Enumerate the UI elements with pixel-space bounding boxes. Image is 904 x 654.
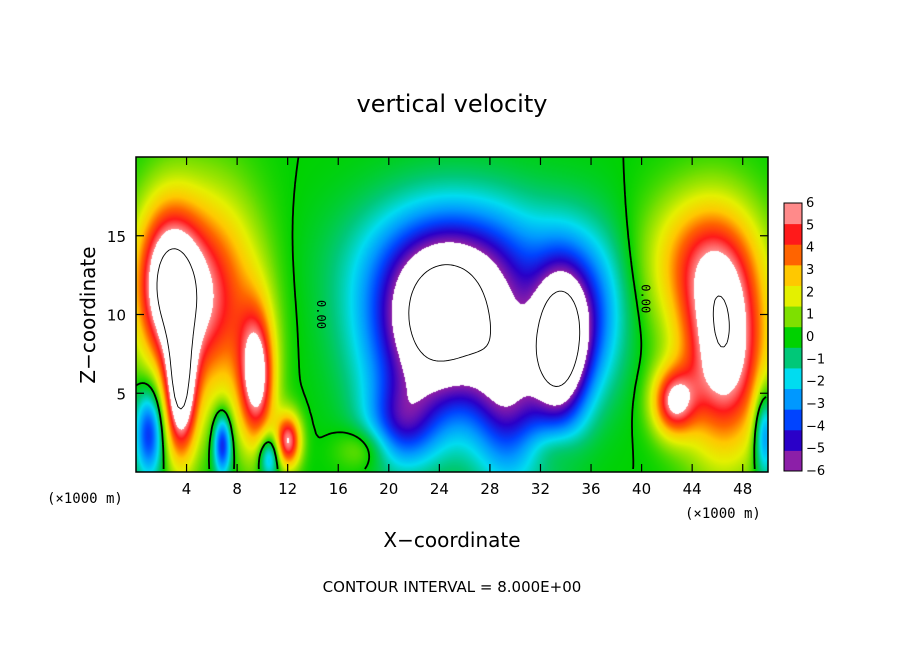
colorbar-tick-label: −6 (806, 464, 825, 479)
velocity-field (136, 157, 768, 472)
colorbar-swatch (784, 326, 802, 348)
colorbar-swatch (784, 409, 802, 431)
x-tick-label: 40 (632, 480, 651, 498)
colorbar-tick-label: 3 (806, 263, 814, 278)
colorbar-tick-label: −3 (806, 397, 825, 412)
colorbar-frame (783, 202, 803, 472)
x-axis-label: X−coordinate (383, 528, 520, 552)
positive-contour-line (156, 248, 730, 410)
x-tick-label: 36 (581, 480, 600, 498)
colorbar-swatch (784, 223, 802, 245)
x-tick-label: 8 (232, 480, 242, 498)
x-tick-label: 32 (531, 480, 550, 498)
colorbar-tick-label: 6 (806, 196, 814, 211)
colorbar-tick-label: 2 (806, 285, 814, 300)
x-tick-label: 12 (278, 480, 297, 498)
x-tick-label: 20 (379, 480, 398, 498)
x-tick-label: 44 (683, 480, 702, 498)
negative-contour-line (408, 264, 581, 387)
contour-label: 0.00 (314, 300, 328, 329)
colorbar-swatch (784, 429, 802, 451)
x-tick-label: 48 (733, 480, 752, 498)
colorbar-swatch (784, 306, 802, 328)
colorbar-swatch (784, 285, 802, 307)
zero-contour-line (135, 156, 767, 470)
colorbar-tick-label: 1 (806, 308, 814, 323)
y-tick-label: 5 (116, 385, 126, 403)
colorbar-swatch (784, 264, 802, 286)
x-tick-label: 4 (182, 480, 192, 498)
colorbar-swatch (784, 203, 802, 225)
colorbar-tick-label: 4 (806, 241, 814, 256)
plot-area: 0.00 0.00 (135, 156, 769, 473)
y-tick-label: 10 (107, 307, 126, 325)
y-tick-label: 15 (107, 228, 126, 246)
colorbar-swatch (784, 388, 802, 410)
chart-title: vertical velocity (357, 90, 548, 118)
x-tick-label: 28 (480, 480, 499, 498)
x-axis-ticks: 4 8 12 16 20 24 28 32 36 40 44 48 (182, 157, 752, 498)
colorbar-tick-label: −1 (806, 352, 825, 367)
colorbar-tick-label: −2 (806, 375, 825, 390)
x-axis-unit: (×1000 m) (685, 506, 761, 522)
colorbar-tick-label: 5 (806, 218, 814, 233)
y-axis-unit: (×1000 m) (47, 491, 123, 507)
contour-interval-note: CONTOUR INTERVAL = 8.000E+00 (323, 578, 582, 596)
colorbar-tick-label: −4 (806, 419, 825, 434)
contour-label: 0.00 (639, 284, 653, 313)
x-tick-label: 24 (430, 480, 449, 498)
x-tick-label: 16 (329, 480, 348, 498)
y-axis-label: Z−coordinate (76, 246, 100, 383)
colorbar: 6 5 4 3 2 1 0 −1 −2 −3 −4 −5 −6 (783, 196, 825, 479)
colorbar-swatch (784, 367, 802, 390)
colorbar-swatch (784, 244, 802, 266)
colorbar-tick-label: −5 (806, 442, 825, 457)
y-axis-ticks: 5 10 15 (107, 228, 768, 403)
colorbar-tick-label: 0 (806, 330, 814, 345)
colorbar-swatch (784, 347, 802, 369)
colorbar-swatch (784, 450, 802, 472)
